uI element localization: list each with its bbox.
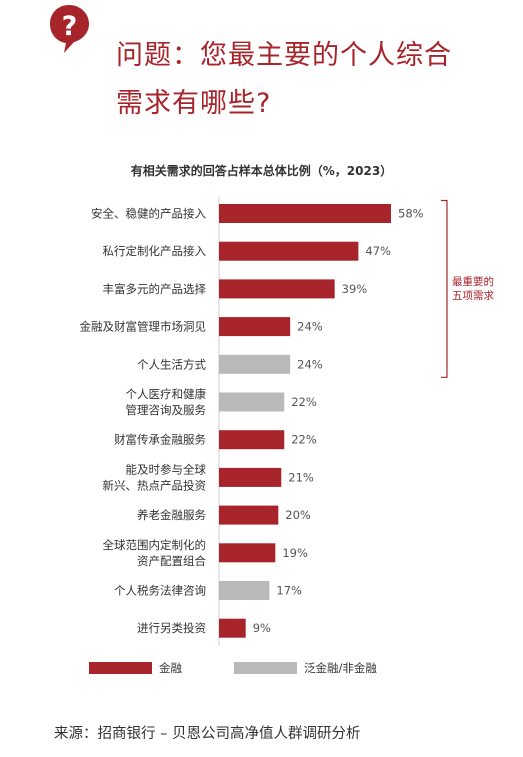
- value-label: 22%: [291, 395, 317, 409]
- value-label: 21%: [288, 470, 314, 484]
- question-bubble-icon: ?: [50, 5, 89, 53]
- value-label: 24%: [297, 320, 323, 334]
- category-label: 个人生活方式: [137, 357, 206, 371]
- question-title-line-1: 问题：您最主要的个人综合: [116, 40, 452, 71]
- svg-text:?: ?: [62, 11, 78, 42]
- category-label: 全球范围内定制化的资产配置组合: [103, 538, 207, 568]
- bar: [219, 354, 291, 374]
- bracket: [441, 199, 448, 378]
- category-label: 进行另类投资: [137, 621, 206, 635]
- category-label: 私行定制化产品接入: [103, 244, 207, 258]
- bar: [219, 543, 276, 563]
- value-label: 17%: [276, 584, 302, 598]
- category-label: 丰富多元的产品选择: [103, 282, 207, 296]
- value-label: 39%: [342, 282, 368, 296]
- bar: [219, 430, 285, 450]
- category-label: 能及时参与全球新兴、热点产品投资: [103, 462, 207, 492]
- bar: [219, 581, 270, 600]
- bar: [219, 241, 359, 261]
- bar: [219, 467, 282, 487]
- bar: [219, 392, 285, 412]
- value-label: 19%: [282, 546, 308, 560]
- chart-title: 有相关需求的回答占样本总体比例（%，2023）: [130, 164, 393, 178]
- bar-chart: 58% 安全、稳健的产品接入 47% 私行定制化产品接入 39% 丰富多元的产品选择 24%…: [80, 197, 494, 675]
- category-label: 金融及财富管理市场洞见: [80, 320, 207, 334]
- legend-label: 金融: [159, 661, 182, 675]
- legend-swatch: [89, 662, 152, 674]
- legend-swatch: [234, 662, 297, 674]
- value-label: 9%: [253, 621, 271, 635]
- value-label: 22%: [291, 433, 317, 447]
- value-label: 20%: [285, 508, 311, 522]
- value-label: 24%: [297, 357, 323, 371]
- category-label: 养老金融服务: [137, 508, 206, 522]
- bar: [219, 204, 391, 223]
- legend-label: 泛金融/非金融: [304, 661, 377, 675]
- bar: [219, 618, 246, 638]
- bar: [219, 279, 335, 299]
- bar: [219, 505, 279, 525]
- category-label: 财富传承金融服务: [114, 433, 206, 447]
- source-note: 来源：招商银行 – 贝恩公司高净值人群调研分析: [54, 726, 361, 742]
- category-label: 个人税务法律咨询: [114, 584, 206, 598]
- question-title-line-2: 需求有哪些?: [116, 88, 272, 119]
- value-label: 47%: [365, 244, 391, 258]
- bar: [219, 317, 291, 337]
- value-label: 58%: [398, 207, 424, 221]
- bracket-label: 最重要的五项需求: [452, 275, 494, 302]
- category-label: 安全、稳健的产品接入: [91, 207, 206, 221]
- category-label: 个人医疗和健康管理咨询及服务: [126, 387, 207, 417]
